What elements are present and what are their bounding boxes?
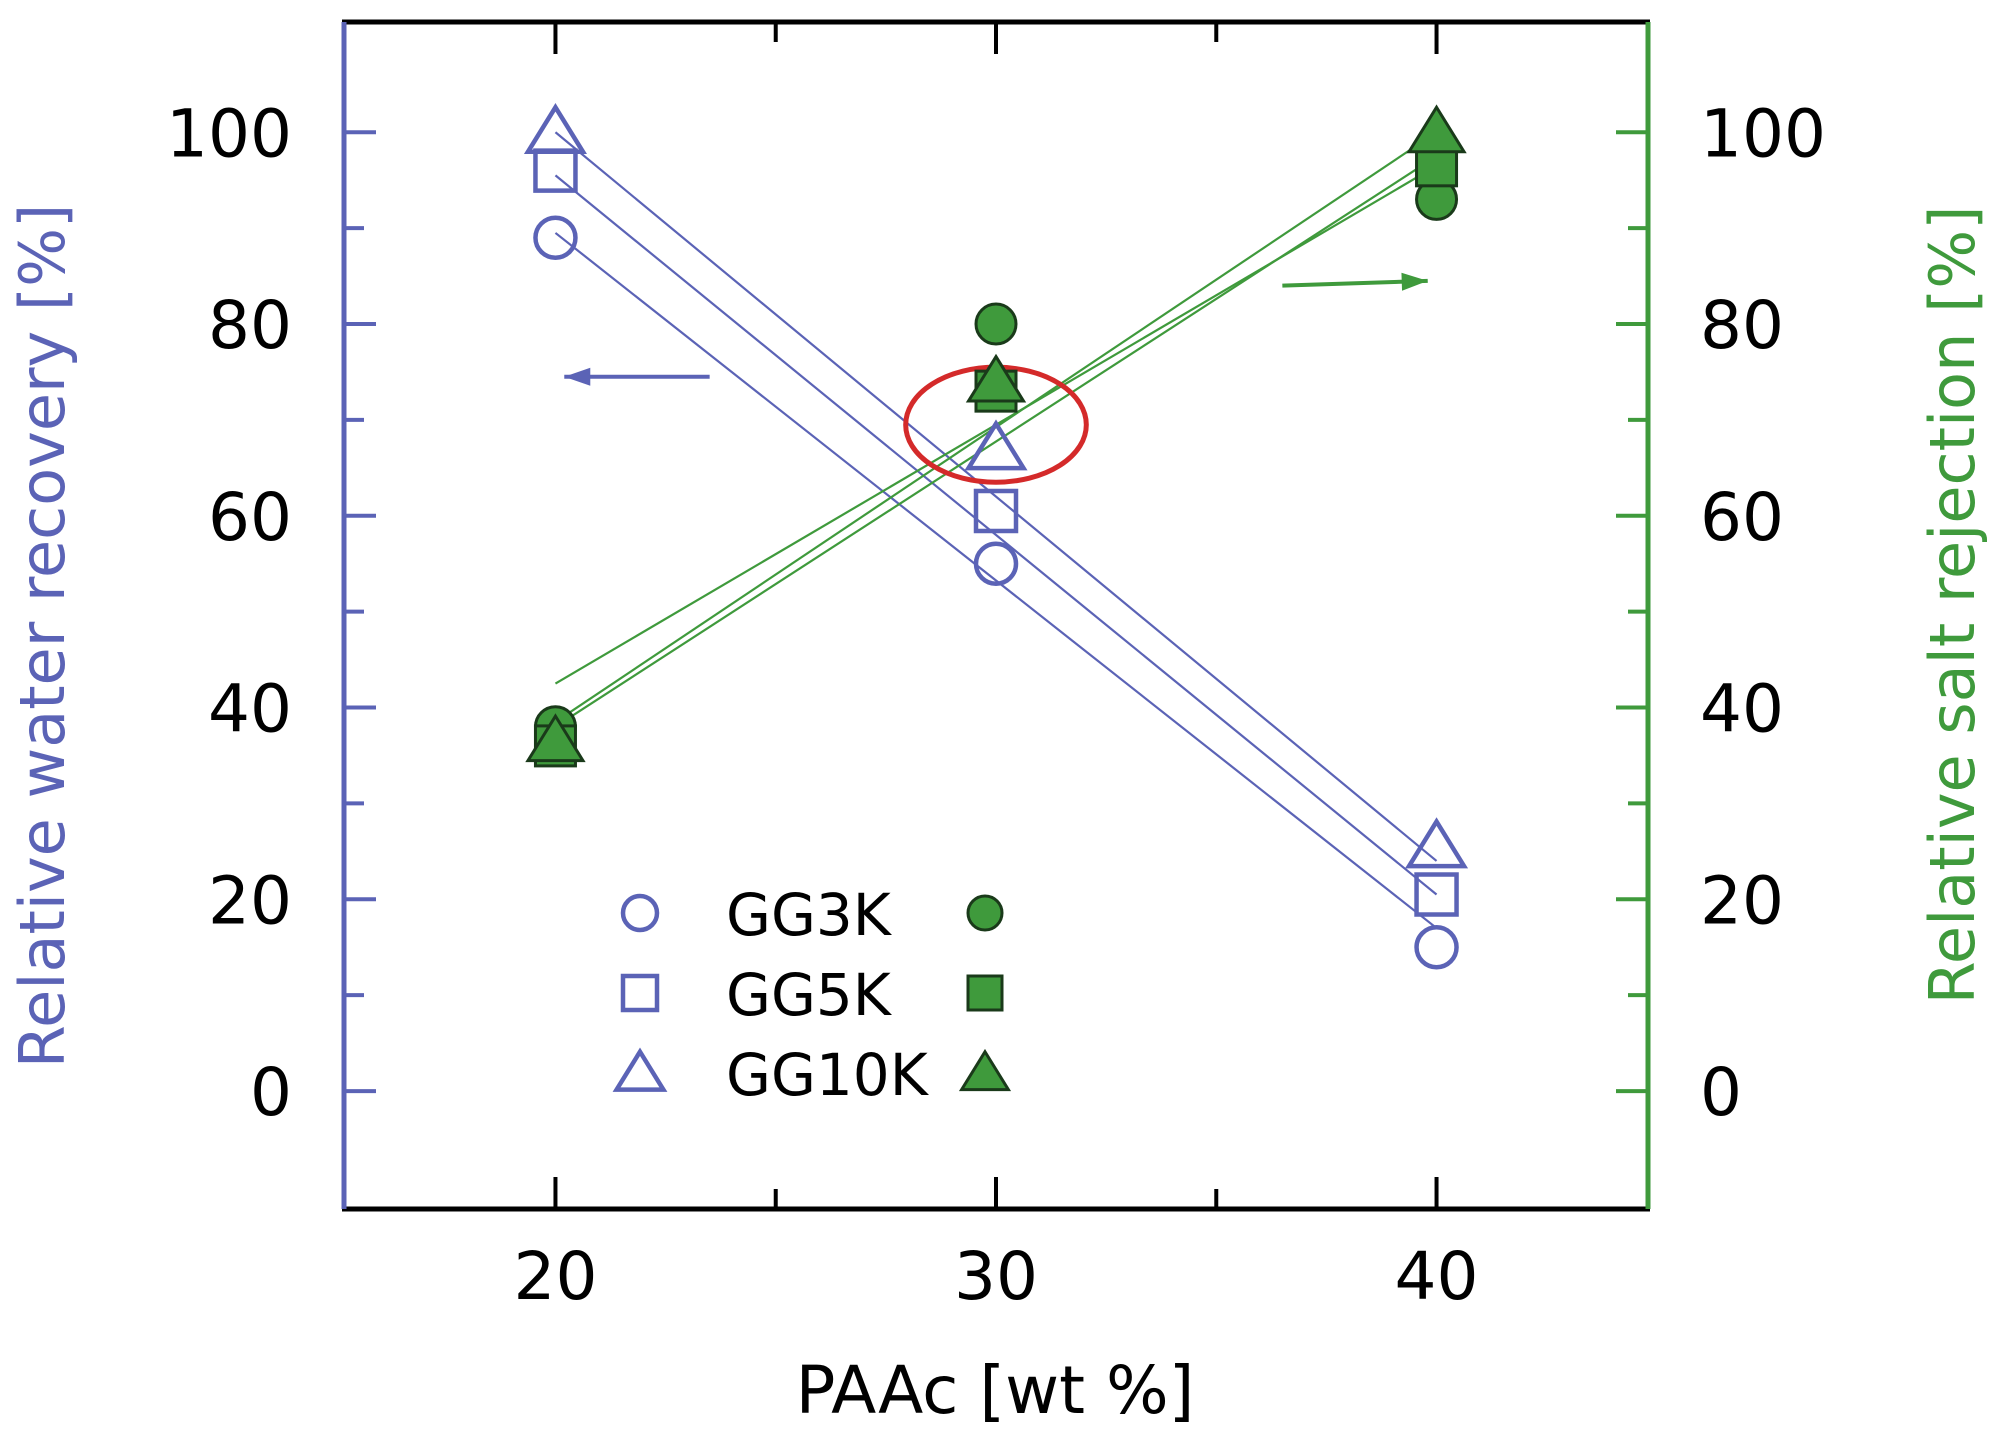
left-tick-label: 60 <box>208 479 292 556</box>
legend-triangle-filled-icon <box>958 1048 1012 1092</box>
x-tick-label: 30 <box>954 1238 1038 1315</box>
legend-circle-filled-icon <box>966 894 1004 932</box>
marker-gg3k-salt-30 <box>974 302 1018 346</box>
right-tick-label: 40 <box>1700 671 1784 748</box>
fit-line-water-1 <box>554 174 1438 896</box>
arrow-head-left <box>564 367 591 386</box>
fit-line-water-2 <box>554 131 1438 862</box>
marker-gg10k-water-20 <box>523 102 587 155</box>
legend-entry-gg3k: GG3K <box>620 881 1004 949</box>
x-tick-label: 20 <box>513 1238 597 1315</box>
data-markers <box>523 102 1469 970</box>
left-tick-label: 100 <box>166 95 292 172</box>
marker-gg3k-water-30 <box>973 541 1019 586</box>
legend-label: GG3K <box>726 881 893 949</box>
legend-square-filled-icon <box>966 974 1004 1012</box>
legend-entry-gg10k: GG10K <box>612 1041 1012 1109</box>
right-tick-label: 80 <box>1700 287 1784 364</box>
x-tick-label: 40 <box>1395 1238 1479 1315</box>
legend: GG3K GG5K GG10K <box>612 881 1012 1109</box>
left-tick-label: 80 <box>208 287 292 364</box>
marker-gg3k-water-20 <box>533 215 578 260</box>
right-tick-label: 0 <box>1700 1054 1742 1131</box>
left-tick-label: 0 <box>250 1054 292 1131</box>
right-tick-label: 100 <box>1700 95 1826 172</box>
legend-circle-open-icon <box>620 893 660 933</box>
right-tick-label: 20 <box>1700 862 1784 939</box>
legend-square-open-icon <box>620 973 660 1013</box>
arrow-head-right <box>1401 272 1428 291</box>
marker-gg10k-salt-40 <box>1406 104 1467 154</box>
legend-label: GG10K <box>726 1041 930 1109</box>
left-tick-label: 20 <box>208 862 292 939</box>
y-axis-label-left: Relative water recovery [%] <box>6 204 79 1068</box>
y-axis-label-right: Relative salt rejection [%] <box>1916 206 1989 1005</box>
marker-gg10k-salt-30 <box>965 353 1027 403</box>
marker-gg5k-water-20 <box>533 148 578 193</box>
marker-gg5k-water-30 <box>973 488 1019 534</box>
marker-gg3k-water-40 <box>1414 924 1459 970</box>
legend-entry-gg5k: GG5K <box>620 961 1004 1029</box>
legend-label: GG5K <box>726 961 893 1029</box>
marker-gg10k-water-40 <box>1405 817 1469 869</box>
left-tick-label: 40 <box>208 671 292 748</box>
right-tick-label: 60 <box>1700 479 1784 556</box>
legend-triangle-open-icon <box>612 1047 668 1092</box>
marker-gg10k-salt-20 <box>525 713 586 763</box>
fit-line-water-0 <box>554 232 1438 929</box>
marker-gg5k-water-40 <box>1414 872 1459 917</box>
x-axis-label: PAAc [wt %] <box>796 1352 1195 1429</box>
tick-marks: 0 0 20 20 40 40 60 60 80 80 100 100 20 30 40 <box>166 22 1826 1315</box>
fit-line-salt-4 <box>554 155 1438 728</box>
labels-layer: PAAc [wt %] Relative water recovery [%] … <box>6 204 1989 1429</box>
marker-gg10k-water-30 <box>964 419 1028 471</box>
